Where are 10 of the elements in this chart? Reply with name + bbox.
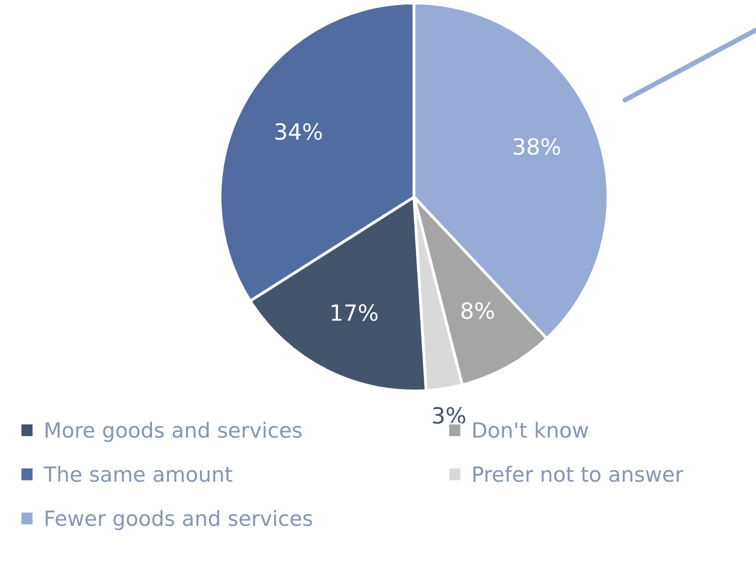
data-label: 3% [432, 406, 466, 424]
data-label: 8% [461, 302, 494, 320]
legend-label: The same amount [44, 466, 232, 482]
legend-label: Don't know [473, 422, 588, 438]
legend-label: Prefer not to answer [473, 466, 684, 482]
legend-label: Fewer goods and services [46, 510, 312, 530]
data-label: 38% [514, 138, 560, 155]
data-label: 17% [332, 304, 378, 321]
data-label: 34% [275, 123, 322, 140]
legend-label: More goods and services [46, 422, 302, 442]
